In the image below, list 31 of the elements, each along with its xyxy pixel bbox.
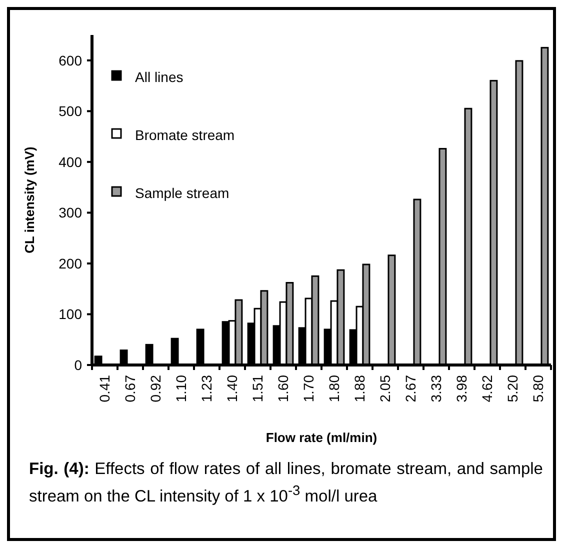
x-tick-label: 5.80	[530, 374, 546, 402]
x-tick-label: 4.62	[479, 374, 496, 402]
x-tick-label: 1.70	[300, 374, 317, 402]
y-tick-label: 0	[74, 356, 82, 373]
text: Fig. (4): Effects of flow rates of all lines, bromate stream, and sample stream on the CL intensity of 1 x 10$^{-3}$ mol/l urea	[29, 459, 543, 508]
x-tick-label: 3.98	[454, 374, 470, 402]
x-tick-label: 2.05	[377, 374, 394, 402]
y-tick-label: 200	[58, 255, 82, 272]
x-tick-label: 1.51	[250, 374, 266, 402]
x-tick-label: 1.80	[326, 374, 342, 402]
y-tick-label: 500	[58, 103, 82, 120]
x-tick-label: 5.20	[504, 374, 521, 402]
y-tick-label: 100	[58, 306, 82, 322]
y-tick-label: 600	[58, 52, 82, 68]
x-tick-label: 1.88	[352, 374, 368, 402]
x-tick-label: 0.41	[96, 374, 113, 402]
x-axis-title: Flow rate (ml/min)	[266, 430, 378, 445]
x-tick-label: 1.10	[173, 374, 190, 402]
x-tick-label: 2.67	[402, 374, 419, 402]
x-tick-label: 1.60	[275, 374, 292, 402]
y-tick-label: 400	[58, 154, 82, 170]
x-tick-label: 1.23	[198, 374, 215, 402]
y-tick-label: 300	[58, 204, 82, 221]
y-axis-title: CL intensity (mV)	[22, 146, 37, 254]
x-tick-label: 3.33	[428, 374, 444, 402]
legend-label: Bromate stream	[135, 126, 235, 143]
legend-label: Sample stream	[135, 184, 230, 201]
legend-label: All lines	[135, 68, 184, 85]
x-tick-label: 0.92	[148, 374, 164, 402]
x-tick-label: 1.40	[224, 374, 240, 402]
x-tick-label: 0.67	[122, 374, 138, 402]
